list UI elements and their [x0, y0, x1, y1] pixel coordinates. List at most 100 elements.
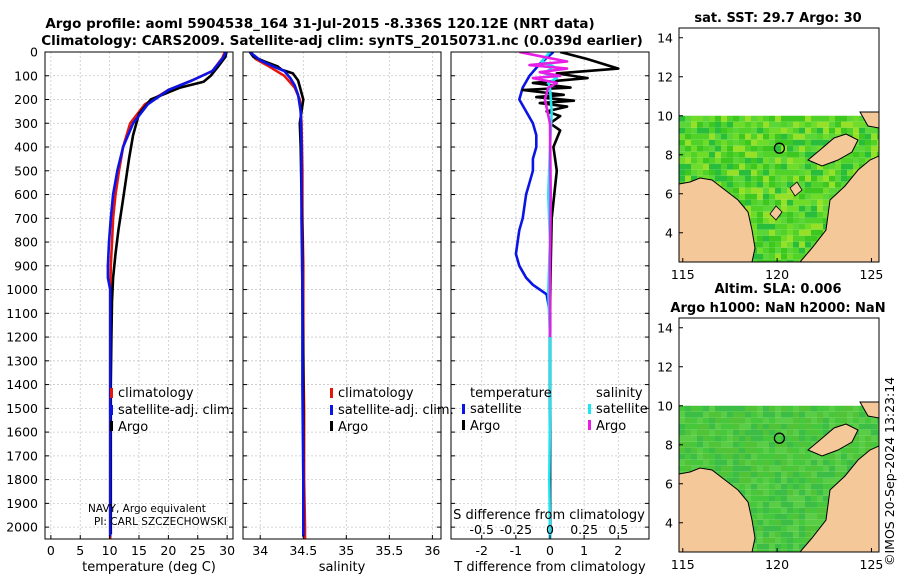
map-cell: [853, 151, 859, 158]
map-cell: [751, 181, 757, 188]
depth-tick-label: 1000: [6, 282, 38, 297]
map-cell: [685, 405, 691, 412]
map-cell: [751, 453, 757, 460]
map-cell: [757, 543, 763, 550]
map-cell: [733, 145, 739, 152]
map-cell: [739, 169, 745, 176]
depth-tick-label: 1800: [6, 472, 38, 487]
map-cell: [721, 447, 727, 454]
map-cell: [769, 241, 775, 248]
map-cell: [853, 145, 859, 152]
map-cell: [745, 163, 751, 170]
map-cell: [871, 417, 877, 424]
map-cell: [823, 199, 829, 206]
map-cell: [679, 157, 685, 164]
map-cell: [733, 405, 739, 412]
map-cell: [757, 241, 763, 248]
map-cell: [775, 447, 781, 454]
map-cell: [817, 465, 823, 472]
map-cell: [727, 459, 733, 466]
map-cell: [697, 447, 703, 454]
series-line-temperature-argo: [521, 52, 620, 535]
map-cell: [847, 175, 853, 182]
map-cell: [841, 411, 847, 418]
map-cell: [715, 115, 721, 122]
map-cell: [739, 175, 745, 182]
map-cell: [799, 459, 805, 466]
map-cell: [709, 133, 715, 140]
map-cell: [679, 145, 685, 152]
map-cell: [799, 121, 805, 128]
map-cell: [799, 211, 805, 218]
depth-tick-label: 1600: [6, 425, 38, 440]
map-cell: [751, 495, 757, 502]
map-cell: [805, 127, 811, 134]
map-cell: [853, 447, 859, 454]
map-cell: [835, 459, 841, 466]
map-cell: [805, 157, 811, 164]
map-cell: [727, 157, 733, 164]
map-cell: [865, 417, 871, 424]
map-cell: [811, 453, 817, 460]
legend-label-satellite: satellite-adj. clim.: [338, 403, 454, 418]
map-cell: [757, 205, 763, 212]
map-y-tick-label: 6: [665, 186, 673, 201]
map-cell: [835, 157, 841, 164]
map-cell: [751, 423, 757, 430]
map-cell: [757, 531, 763, 538]
map-cell: [787, 121, 793, 128]
map-cell: [763, 531, 769, 538]
sla-map-frame: [678, 317, 880, 553]
map-cell: [763, 181, 769, 188]
map-cell: [763, 537, 769, 544]
map-cell: [859, 441, 865, 448]
salinity-panel: 34 34.5 35 35.5 36 salinity climatology sate…: [242, 51, 454, 575]
map-cell: [715, 453, 721, 460]
map-cell: [691, 151, 697, 158]
map-cell: [793, 217, 799, 224]
map-cell: [859, 411, 865, 418]
map-cell: [871, 429, 877, 436]
map-cell: [775, 435, 781, 442]
map-cell: [757, 235, 763, 242]
argo-position-marker: [773, 142, 786, 154]
map-cell: [739, 199, 745, 206]
depth-tick-label: 700: [14, 211, 38, 226]
map-cell: [781, 447, 787, 454]
map-cell: [751, 411, 757, 418]
copyright-stamp: ©IMOS 20-Sep-2024 13:23:14: [882, 377, 897, 566]
map-cell: [757, 127, 763, 134]
map-cell: [847, 453, 853, 460]
map-cell: [757, 429, 763, 436]
legend-title-temperature: temperature: [470, 386, 552, 401]
map-cell: [721, 471, 727, 478]
map-cell: [757, 501, 763, 508]
map-cell: [745, 175, 751, 182]
map-cell: [853, 441, 859, 448]
map-cell: [811, 417, 817, 424]
map-cell: [775, 151, 781, 158]
map-cell: [739, 187, 745, 194]
map-cell: [811, 483, 817, 490]
map-cell: [703, 121, 709, 128]
map-cell: [805, 169, 811, 176]
map-cell: [781, 181, 787, 188]
map-cell: [793, 169, 799, 176]
map-cell: [769, 199, 775, 206]
map-cell: [691, 405, 697, 412]
map-y-tick-label: 10: [657, 108, 673, 123]
sla-land: [679, 401, 879, 552]
map-cell: [781, 211, 787, 218]
map-cell: [745, 127, 751, 134]
map-y-tick-label: 8: [665, 147, 673, 162]
map-cell: [685, 151, 691, 158]
map-cell: [823, 187, 829, 194]
map-cell: [745, 447, 751, 454]
map-cell: [793, 489, 799, 496]
map-cell: [775, 175, 781, 182]
map-cell: [751, 405, 757, 412]
map-cell: [691, 175, 697, 182]
map-cell: [799, 423, 805, 430]
map-cell: [769, 477, 775, 484]
map-cell: [823, 121, 829, 128]
